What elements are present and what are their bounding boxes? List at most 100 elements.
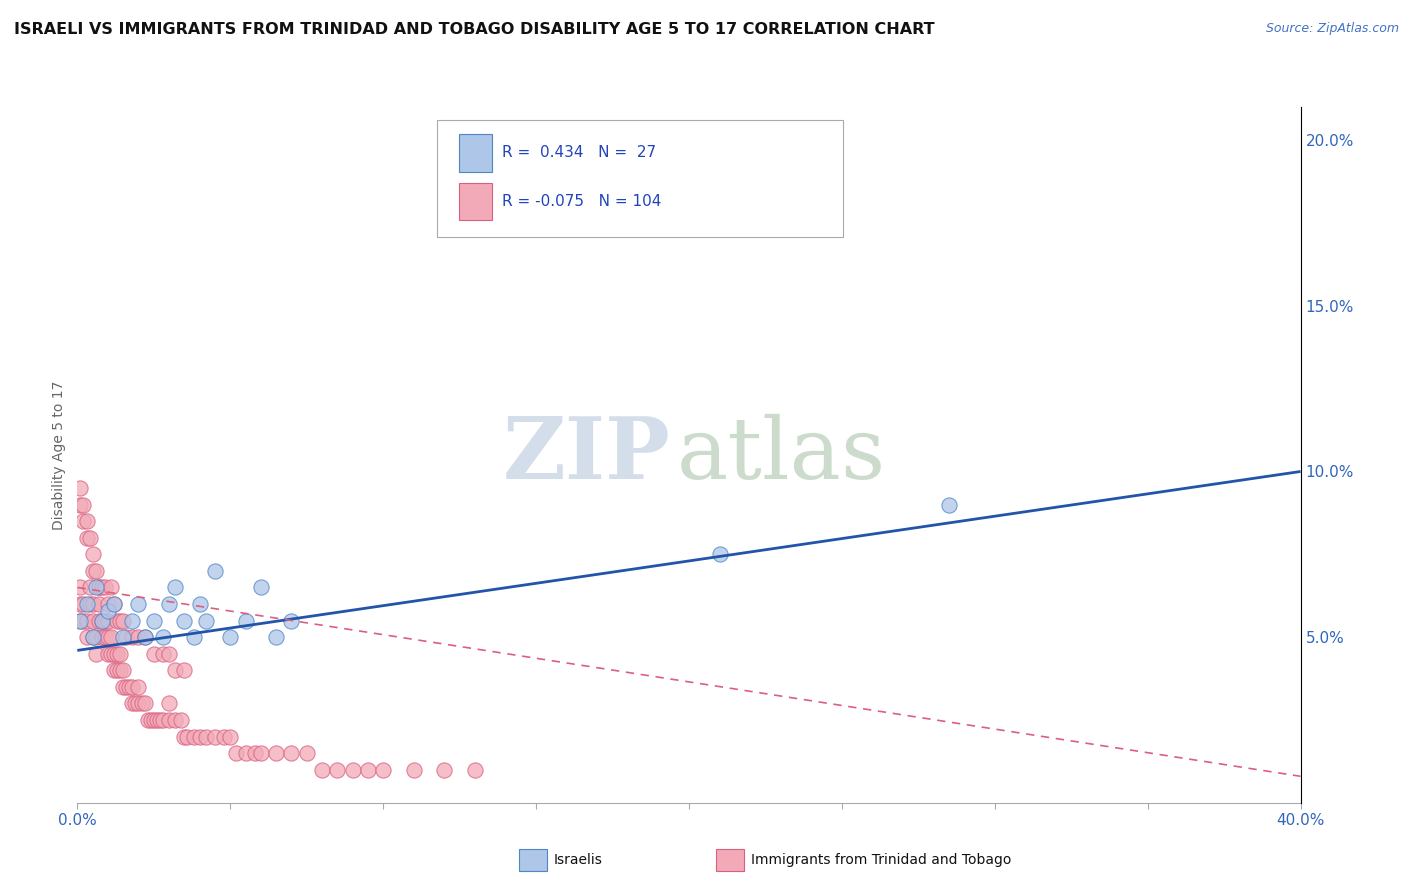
Point: [87, 597, 110, 611]
Point: [121, 697, 143, 711]
Point: [176, 730, 198, 744]
Text: atlas: atlas: [676, 413, 886, 497]
Point: [235, 614, 257, 628]
Point: [235, 746, 257, 760]
Point: [69, 614, 91, 628]
Text: R = -0.075   N = 104: R = -0.075 N = 104: [502, 194, 661, 209]
Point: [342, 763, 364, 777]
Point: [371, 763, 394, 777]
Point: [131, 697, 153, 711]
Point: [76, 630, 98, 644]
Point: [84, 564, 107, 578]
Point: [938, 498, 960, 512]
Point: [112, 680, 135, 694]
Point: [103, 597, 125, 611]
Point: [149, 713, 172, 727]
Point: [69, 614, 91, 628]
Point: [121, 614, 143, 628]
Point: [100, 630, 122, 644]
Point: [128, 597, 150, 611]
Point: [433, 763, 456, 777]
Point: [94, 581, 117, 595]
Point: [79, 581, 101, 595]
Point: [280, 746, 302, 760]
Point: [225, 746, 247, 760]
Point: [82, 547, 104, 561]
Point: [128, 697, 150, 711]
Text: Source: ZipAtlas.com: Source: ZipAtlas.com: [1265, 22, 1399, 36]
Point: [69, 498, 91, 512]
Point: [124, 697, 146, 711]
Point: [115, 630, 138, 644]
Point: [709, 547, 731, 561]
Point: [76, 531, 98, 545]
Point: [69, 597, 91, 611]
Point: [194, 730, 217, 744]
Point: [105, 663, 128, 677]
Point: [402, 763, 425, 777]
Point: [76, 614, 98, 628]
Point: [142, 647, 165, 661]
Point: [100, 581, 122, 595]
Point: [165, 663, 187, 677]
Point: [142, 713, 165, 727]
Point: [243, 746, 266, 760]
Point: [204, 564, 226, 578]
Point: [112, 614, 135, 628]
Point: [118, 680, 141, 694]
Point: [173, 730, 195, 744]
Point: [90, 614, 112, 628]
Point: [87, 581, 110, 595]
Point: [87, 581, 110, 595]
Point: [82, 630, 104, 644]
Text: R =  0.434   N =  27: R = 0.434 N = 27: [502, 145, 657, 161]
Point: [204, 730, 226, 744]
Point: [280, 614, 302, 628]
Point: [97, 604, 120, 618]
Point: [146, 713, 169, 727]
Point: [105, 647, 128, 661]
Point: [464, 763, 486, 777]
Text: ZIP: ZIP: [503, 413, 671, 497]
Point: [90, 630, 112, 644]
Point: [173, 663, 195, 677]
Point: [121, 680, 143, 694]
Point: [157, 647, 180, 661]
Point: [82, 614, 104, 628]
Point: [115, 680, 138, 694]
Point: [121, 630, 143, 644]
Point: [134, 630, 156, 644]
Point: [250, 581, 273, 595]
Point: [157, 713, 180, 727]
Point: [108, 663, 131, 677]
Point: [82, 597, 104, 611]
Point: [152, 713, 174, 727]
Point: [194, 614, 217, 628]
Point: [136, 713, 159, 727]
Point: [357, 763, 380, 777]
Text: ISRAELI VS IMMIGRANTS FROM TRINIDAD AND TOBAGO DISABILITY AGE 5 TO 17 CORRELATIO: ISRAELI VS IMMIGRANTS FROM TRINIDAD AND …: [14, 22, 935, 37]
Point: [79, 597, 101, 611]
Y-axis label: Disability Age 5 to 17: Disability Age 5 to 17: [52, 380, 66, 530]
Point: [105, 614, 128, 628]
Point: [97, 597, 120, 611]
Point: [82, 630, 104, 644]
Point: [139, 713, 162, 727]
Point: [76, 514, 98, 528]
Point: [100, 647, 122, 661]
Point: [219, 730, 242, 744]
Point: [264, 746, 287, 760]
Point: [173, 614, 195, 628]
Point: [250, 746, 273, 760]
Point: [157, 597, 180, 611]
Point: [157, 697, 180, 711]
Point: [69, 481, 91, 495]
Point: [84, 630, 107, 644]
Point: [128, 680, 150, 694]
Point: [142, 614, 165, 628]
Point: [152, 647, 174, 661]
Point: [311, 763, 333, 777]
Point: [90, 581, 112, 595]
Point: [97, 630, 120, 644]
Point: [264, 630, 287, 644]
